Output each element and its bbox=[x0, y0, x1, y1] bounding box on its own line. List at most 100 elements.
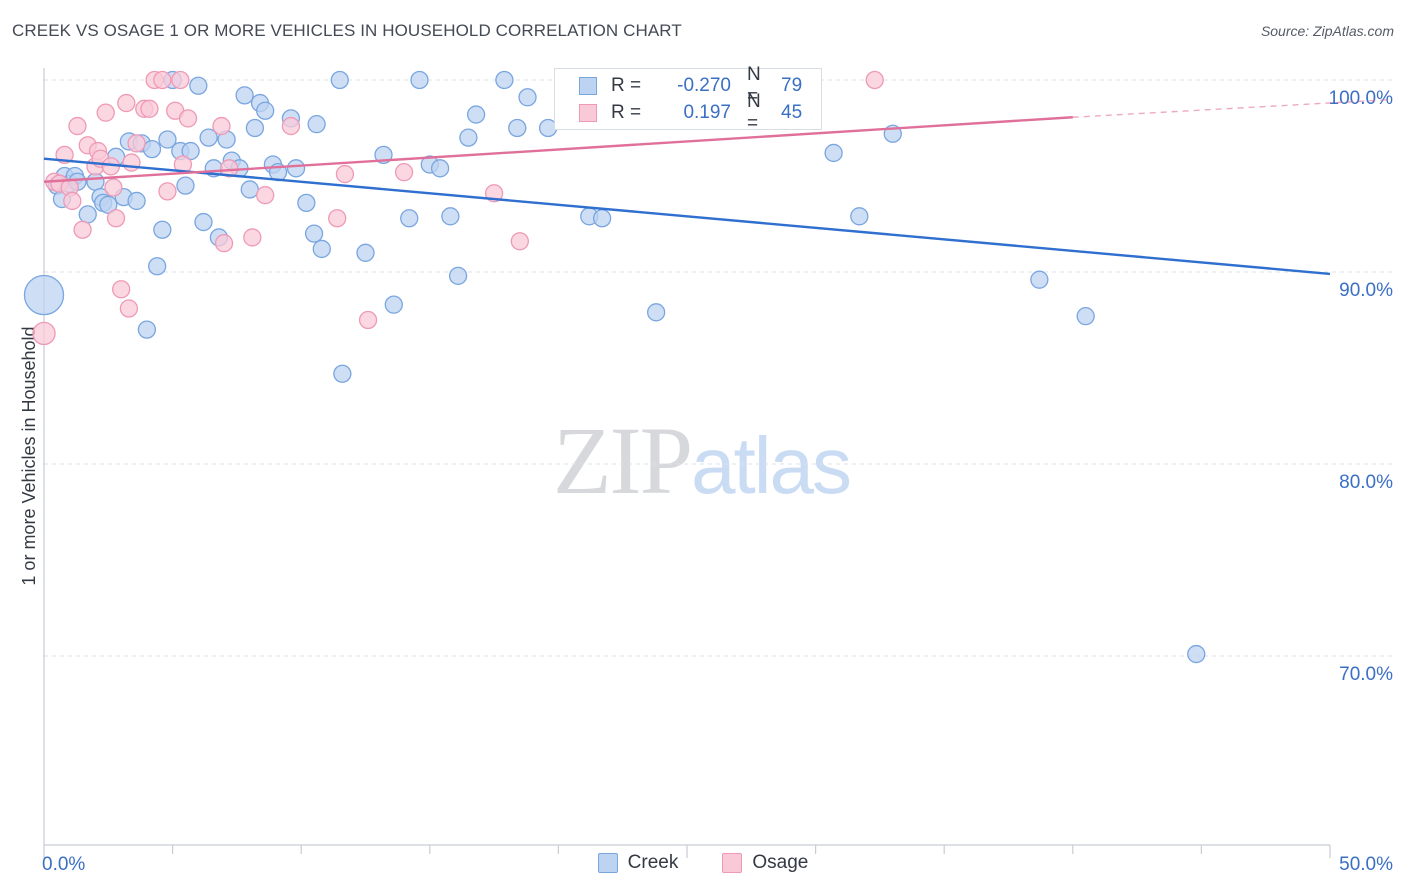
data-point-creek bbox=[592, 209, 612, 228]
x-tick-label-max: 50.0% bbox=[1339, 854, 1393, 875]
correlation-legend: R = -0.270 N = 79 R = 0.197 N = 45 bbox=[554, 64, 822, 134]
data-point-creek bbox=[240, 180, 259, 199]
trend-line-osage bbox=[43, 116, 1073, 183]
series-legend: Creek Osage bbox=[0, 852, 1406, 874]
legend-n-value-osage: 45 bbox=[781, 102, 803, 123]
watermark-atlas: atlas bbox=[691, 421, 852, 510]
data-point-osage bbox=[243, 228, 262, 247]
data-point-osage bbox=[178, 109, 198, 128]
data-point-creek bbox=[86, 172, 105, 191]
data-point-osage bbox=[281, 116, 301, 136]
data-point-osage bbox=[394, 163, 414, 182]
data-point-creek bbox=[448, 266, 468, 285]
data-point-creek bbox=[333, 364, 352, 383]
legend-row-osage: R = 0.197 N = 45 bbox=[579, 91, 803, 134]
data-point-creek bbox=[1076, 307, 1095, 326]
data-point-creek bbox=[245, 118, 265, 138]
data-point-creek bbox=[181, 141, 200, 161]
data-point-osage bbox=[106, 209, 126, 228]
data-point-osage bbox=[358, 310, 378, 330]
data-point-creek bbox=[518, 88, 537, 107]
legend-swatch-osage bbox=[579, 104, 597, 122]
data-point-creek bbox=[307, 115, 326, 134]
data-point-creek bbox=[495, 70, 514, 90]
data-point-creek bbox=[158, 130, 177, 149]
data-point-creek bbox=[410, 70, 429, 90]
watermark-zip: ZIP bbox=[553, 407, 693, 514]
data-point-creek bbox=[199, 128, 218, 147]
data-point-creek bbox=[256, 101, 275, 120]
data-point-creek bbox=[235, 86, 254, 105]
y-tick-label: 70.0% bbox=[1339, 664, 1393, 685]
data-point-osage bbox=[328, 209, 347, 228]
legend-r-value-osage: 0.197 bbox=[683, 102, 731, 123]
data-point-osage bbox=[865, 70, 884, 90]
data-point-creek bbox=[1187, 644, 1206, 664]
y-tick-label: 100.0% bbox=[1329, 88, 1394, 109]
data-point-creek bbox=[1030, 270, 1049, 289]
data-point-osage bbox=[32, 321, 56, 346]
legend-row-creek: R = -0.270 N = 79 bbox=[579, 64, 803, 107]
data-point-creek bbox=[824, 143, 843, 163]
legend-r-value-creek: -0.270 bbox=[677, 75, 731, 96]
watermark: ZIPatlas bbox=[553, 405, 852, 516]
data-point-creek bbox=[194, 212, 213, 232]
data-point-creek bbox=[127, 191, 146, 211]
data-point-creek bbox=[148, 257, 167, 276]
data-point-osage bbox=[104, 178, 123, 197]
y-tick-label: 80.0% bbox=[1339, 472, 1393, 493]
data-point-creek bbox=[189, 76, 208, 95]
y-tick-label: 90.0% bbox=[1339, 280, 1393, 301]
y-axis-label: 1 or more Vehicles in Household bbox=[19, 326, 39, 585]
data-point-osage bbox=[220, 159, 239, 178]
series-swatch-osage bbox=[722, 853, 743, 873]
data-point-creek bbox=[356, 243, 375, 262]
data-point-creek bbox=[400, 209, 419, 228]
trend-line-creek bbox=[43, 157, 1331, 276]
data-point-osage bbox=[68, 116, 87, 136]
data-point-creek bbox=[176, 176, 195, 195]
data-point-creek bbox=[466, 105, 486, 124]
legend-n-label: N = bbox=[747, 64, 761, 107]
data-point-creek bbox=[78, 205, 97, 224]
series-legend-creek[interactable]: Creek bbox=[597, 852, 679, 874]
data-point-creek bbox=[384, 295, 403, 314]
data-point-osage bbox=[140, 99, 159, 118]
data-point-osage bbox=[117, 93, 136, 113]
data-point-creek bbox=[330, 70, 349, 90]
data-point-osage bbox=[158, 182, 177, 201]
data-point-creek bbox=[153, 220, 172, 239]
data-point-creek bbox=[646, 303, 666, 322]
data-point-creek bbox=[304, 224, 324, 243]
data-point-osage bbox=[63, 191, 82, 211]
series-label-osage: Osage bbox=[752, 852, 809, 873]
data-point-osage bbox=[122, 153, 141, 172]
data-point-osage bbox=[510, 232, 529, 251]
data-point-osage bbox=[171, 70, 190, 90]
source-label: Source: ZipAtlas.com bbox=[1260, 23, 1394, 39]
data-point-creek bbox=[99, 195, 118, 214]
data-point-osage bbox=[212, 116, 231, 136]
series-swatch-creek bbox=[597, 853, 618, 873]
legend-r-label: R = bbox=[611, 75, 642, 96]
data-point-osage bbox=[214, 234, 234, 253]
series-legend-osage[interactable]: Osage bbox=[722, 852, 808, 874]
data-point-creek bbox=[137, 320, 157, 339]
series-label-creek: Creek bbox=[627, 852, 679, 873]
chart-title: CREEK VS OSAGE 1 OR MORE VEHICLES IN HOU… bbox=[12, 21, 682, 40]
data-point-osage bbox=[335, 164, 355, 184]
data-point-osage bbox=[112, 280, 131, 299]
data-point-creek bbox=[459, 128, 478, 147]
data-point-creek bbox=[430, 159, 450, 178]
data-point-osage bbox=[73, 220, 92, 239]
data-point-creek bbox=[312, 239, 331, 259]
legend-n-label: N = bbox=[747, 91, 761, 134]
data-point-osage bbox=[153, 70, 172, 90]
legend-r-label: R = bbox=[611, 102, 642, 123]
data-point-creek bbox=[508, 118, 527, 138]
data-point-osage bbox=[256, 186, 275, 205]
data-point-osage bbox=[127, 134, 146, 153]
legend-n-value-creek: 79 bbox=[781, 75, 803, 96]
legend-swatch-creek bbox=[579, 77, 597, 95]
